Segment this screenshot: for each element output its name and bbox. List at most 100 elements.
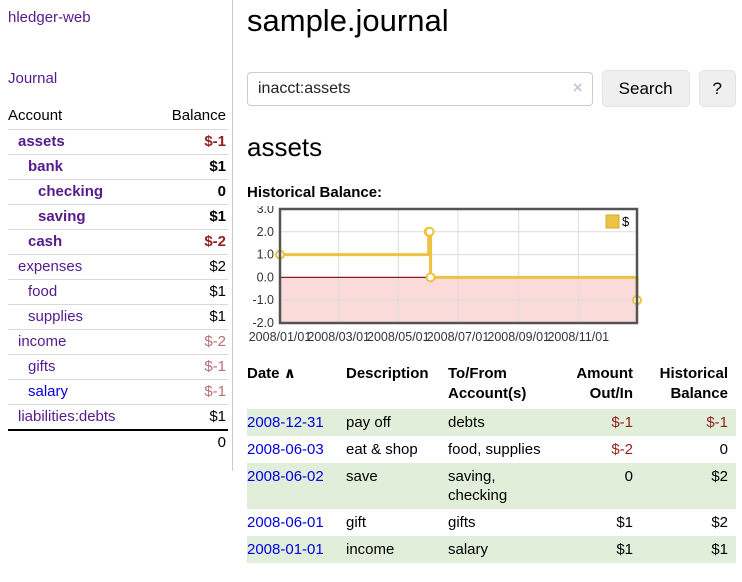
accounts-total-row: 0	[8, 429, 228, 455]
account-row: supplies $1	[8, 304, 228, 330]
transaction-accounts: saving, checking	[448, 468, 508, 504]
account-link[interactable]: cash	[28, 233, 63, 250]
page: hledger-web Journal Account Balance asse…	[0, 0, 742, 563]
transaction-amount: $1	[616, 514, 633, 531]
transaction-description: income	[346, 541, 395, 558]
account-row: checking 0	[8, 179, 228, 205]
transactions-table: Date ∧ Description To/From Account(s) Am…	[247, 361, 736, 563]
transaction-row: 2008-06-01 gift gifts $1 $2	[247, 509, 736, 536]
account-link[interactable]: assets	[18, 133, 65, 150]
transaction-date-link[interactable]: 2008-06-01	[247, 514, 324, 531]
svg-text:2.0: 2.0	[257, 225, 274, 239]
transaction-accounts: gifts	[448, 514, 476, 531]
svg-text:1.0: 1.0	[257, 248, 274, 262]
main-content: sample.journal × Search ? assets Histori…	[233, 0, 742, 563]
account-link[interactable]: checking	[38, 183, 104, 200]
sidebar-item-journal[interactable]: Journal	[8, 70, 58, 87]
clear-search-icon[interactable]: ×	[572, 77, 583, 97]
transaction-description: gift	[346, 514, 367, 531]
svg-text:2008/09/01: 2008/09/01	[487, 330, 550, 344]
sidebar: hledger-web Journal Account Balance asse…	[0, 0, 233, 471]
account-balance: $-1	[153, 354, 228, 380]
transaction-accounts: debts	[448, 414, 485, 431]
transaction-amount: $-2	[611, 441, 633, 458]
historical-balance-chart[interactable]: $3.0 2.0 1.0 0.0 -1.0 -2.02008/01/012008/03/0…	[247, 206, 645, 346]
svg-text:2008/11/01: 2008/11/01	[547, 330, 609, 344]
transaction-accounts: salary	[448, 541, 489, 558]
search-input[interactable]	[247, 71, 593, 106]
account-link[interactable]: supplies	[28, 308, 84, 325]
account-column-header: Account	[8, 107, 63, 124]
account-row: cash $-2	[8, 229, 228, 255]
account-row: saving $1	[8, 204, 228, 230]
transaction-accounts: food, supplies	[448, 441, 541, 458]
account-link[interactable]: bank	[28, 158, 64, 175]
description-column-header: Description	[346, 365, 429, 382]
account-balance: $1	[153, 204, 228, 230]
account-link[interactable]: salary	[28, 383, 69, 400]
accounts-table: Account Balance assets $-1 bank $1 check…	[8, 104, 228, 455]
balance-column-header: Balance	[171, 107, 226, 124]
transaction-description: save	[346, 468, 378, 485]
account-row: food $1	[8, 279, 228, 305]
account-balance: $1	[153, 304, 228, 330]
account-balance: $2	[153, 254, 228, 280]
transaction-amount: $-1	[611, 414, 633, 431]
transactions-header-row: Date ∧ Description To/From Account(s) Am…	[247, 361, 736, 409]
svg-text:-2.0: -2.0	[252, 316, 274, 330]
account-balance: $-1	[153, 129, 228, 155]
account-balance: $-2	[153, 329, 228, 355]
chart-title: Historical Balance:	[247, 184, 383, 201]
amount-column-header: Amount Out/In	[576, 365, 633, 402]
transaction-row: 2008-06-03 eat & shop food, supplies $-2…	[247, 436, 736, 463]
transaction-description: eat & shop	[346, 441, 418, 458]
account-row: liabilities:debts $1	[8, 404, 228, 430]
transaction-date-link[interactable]: 2008-06-02	[247, 468, 324, 485]
account-link[interactable]: liabilities:debts	[18, 408, 116, 425]
svg-text:3.0: 3.0	[257, 206, 274, 216]
svg-text:0.0: 0.0	[257, 270, 274, 284]
report-title: assets	[247, 132, 323, 162]
account-row: salary $-1	[8, 379, 228, 405]
account-link[interactable]: gifts	[28, 358, 56, 375]
balance-column-header: Historical Balance	[659, 365, 728, 402]
account-link[interactable]: income	[18, 333, 67, 350]
date-header-label: Date	[247, 365, 280, 382]
accounts-header-row: Account Balance	[8, 104, 228, 130]
transaction-amount: 0	[624, 468, 633, 485]
sort-ascending-icon: ∧	[283, 365, 296, 382]
account-row: assets $-1	[8, 129, 228, 155]
account-link[interactable]: expenses	[18, 258, 83, 275]
help-button[interactable]: ?	[698, 70, 736, 107]
account-balance: $1	[153, 404, 228, 430]
account-link[interactable]: saving	[38, 208, 86, 225]
account-row: gifts $-1	[8, 354, 228, 380]
date-column-header[interactable]: Date ∧	[247, 361, 346, 409]
account-row: expenses $2	[8, 254, 228, 280]
account-row: bank $1	[8, 154, 228, 180]
transaction-balance: $2	[711, 468, 728, 485]
transaction-date-link[interactable]: 2008-06-03	[247, 441, 324, 458]
account-balance: $1	[153, 279, 228, 305]
transaction-description: pay off	[346, 414, 391, 431]
accounts-total-balance: 0	[153, 429, 228, 455]
transaction-row: 2008-12-31 pay off debts $-1 $-1	[247, 409, 736, 436]
search-input-wrap: ×	[247, 71, 593, 106]
search-form: × Search ?	[247, 70, 736, 107]
app-title-link[interactable]: hledger-web	[8, 9, 91, 26]
transaction-date-link[interactable]: 2008-01-01	[247, 541, 324, 558]
account-balance: $1	[153, 154, 228, 180]
account-balance: 0	[153, 179, 228, 205]
accounts-column-header: To/From Account(s)	[448, 365, 527, 402]
account-balance: $-1	[153, 379, 228, 405]
transaction-balance: $2	[711, 514, 728, 531]
account-balance: $-2	[153, 229, 228, 255]
search-button[interactable]: Search	[601, 70, 690, 107]
svg-text:2008/05/01: 2008/05/01	[367, 330, 430, 344]
account-link[interactable]: food	[28, 283, 58, 300]
svg-text:-1.0: -1.0	[252, 293, 274, 307]
transaction-balance: 0	[719, 441, 728, 458]
transaction-date-link[interactable]: 2008-12-31	[247, 414, 324, 431]
svg-text:$: $	[622, 214, 630, 229]
transaction-balance: $-1	[706, 414, 728, 431]
